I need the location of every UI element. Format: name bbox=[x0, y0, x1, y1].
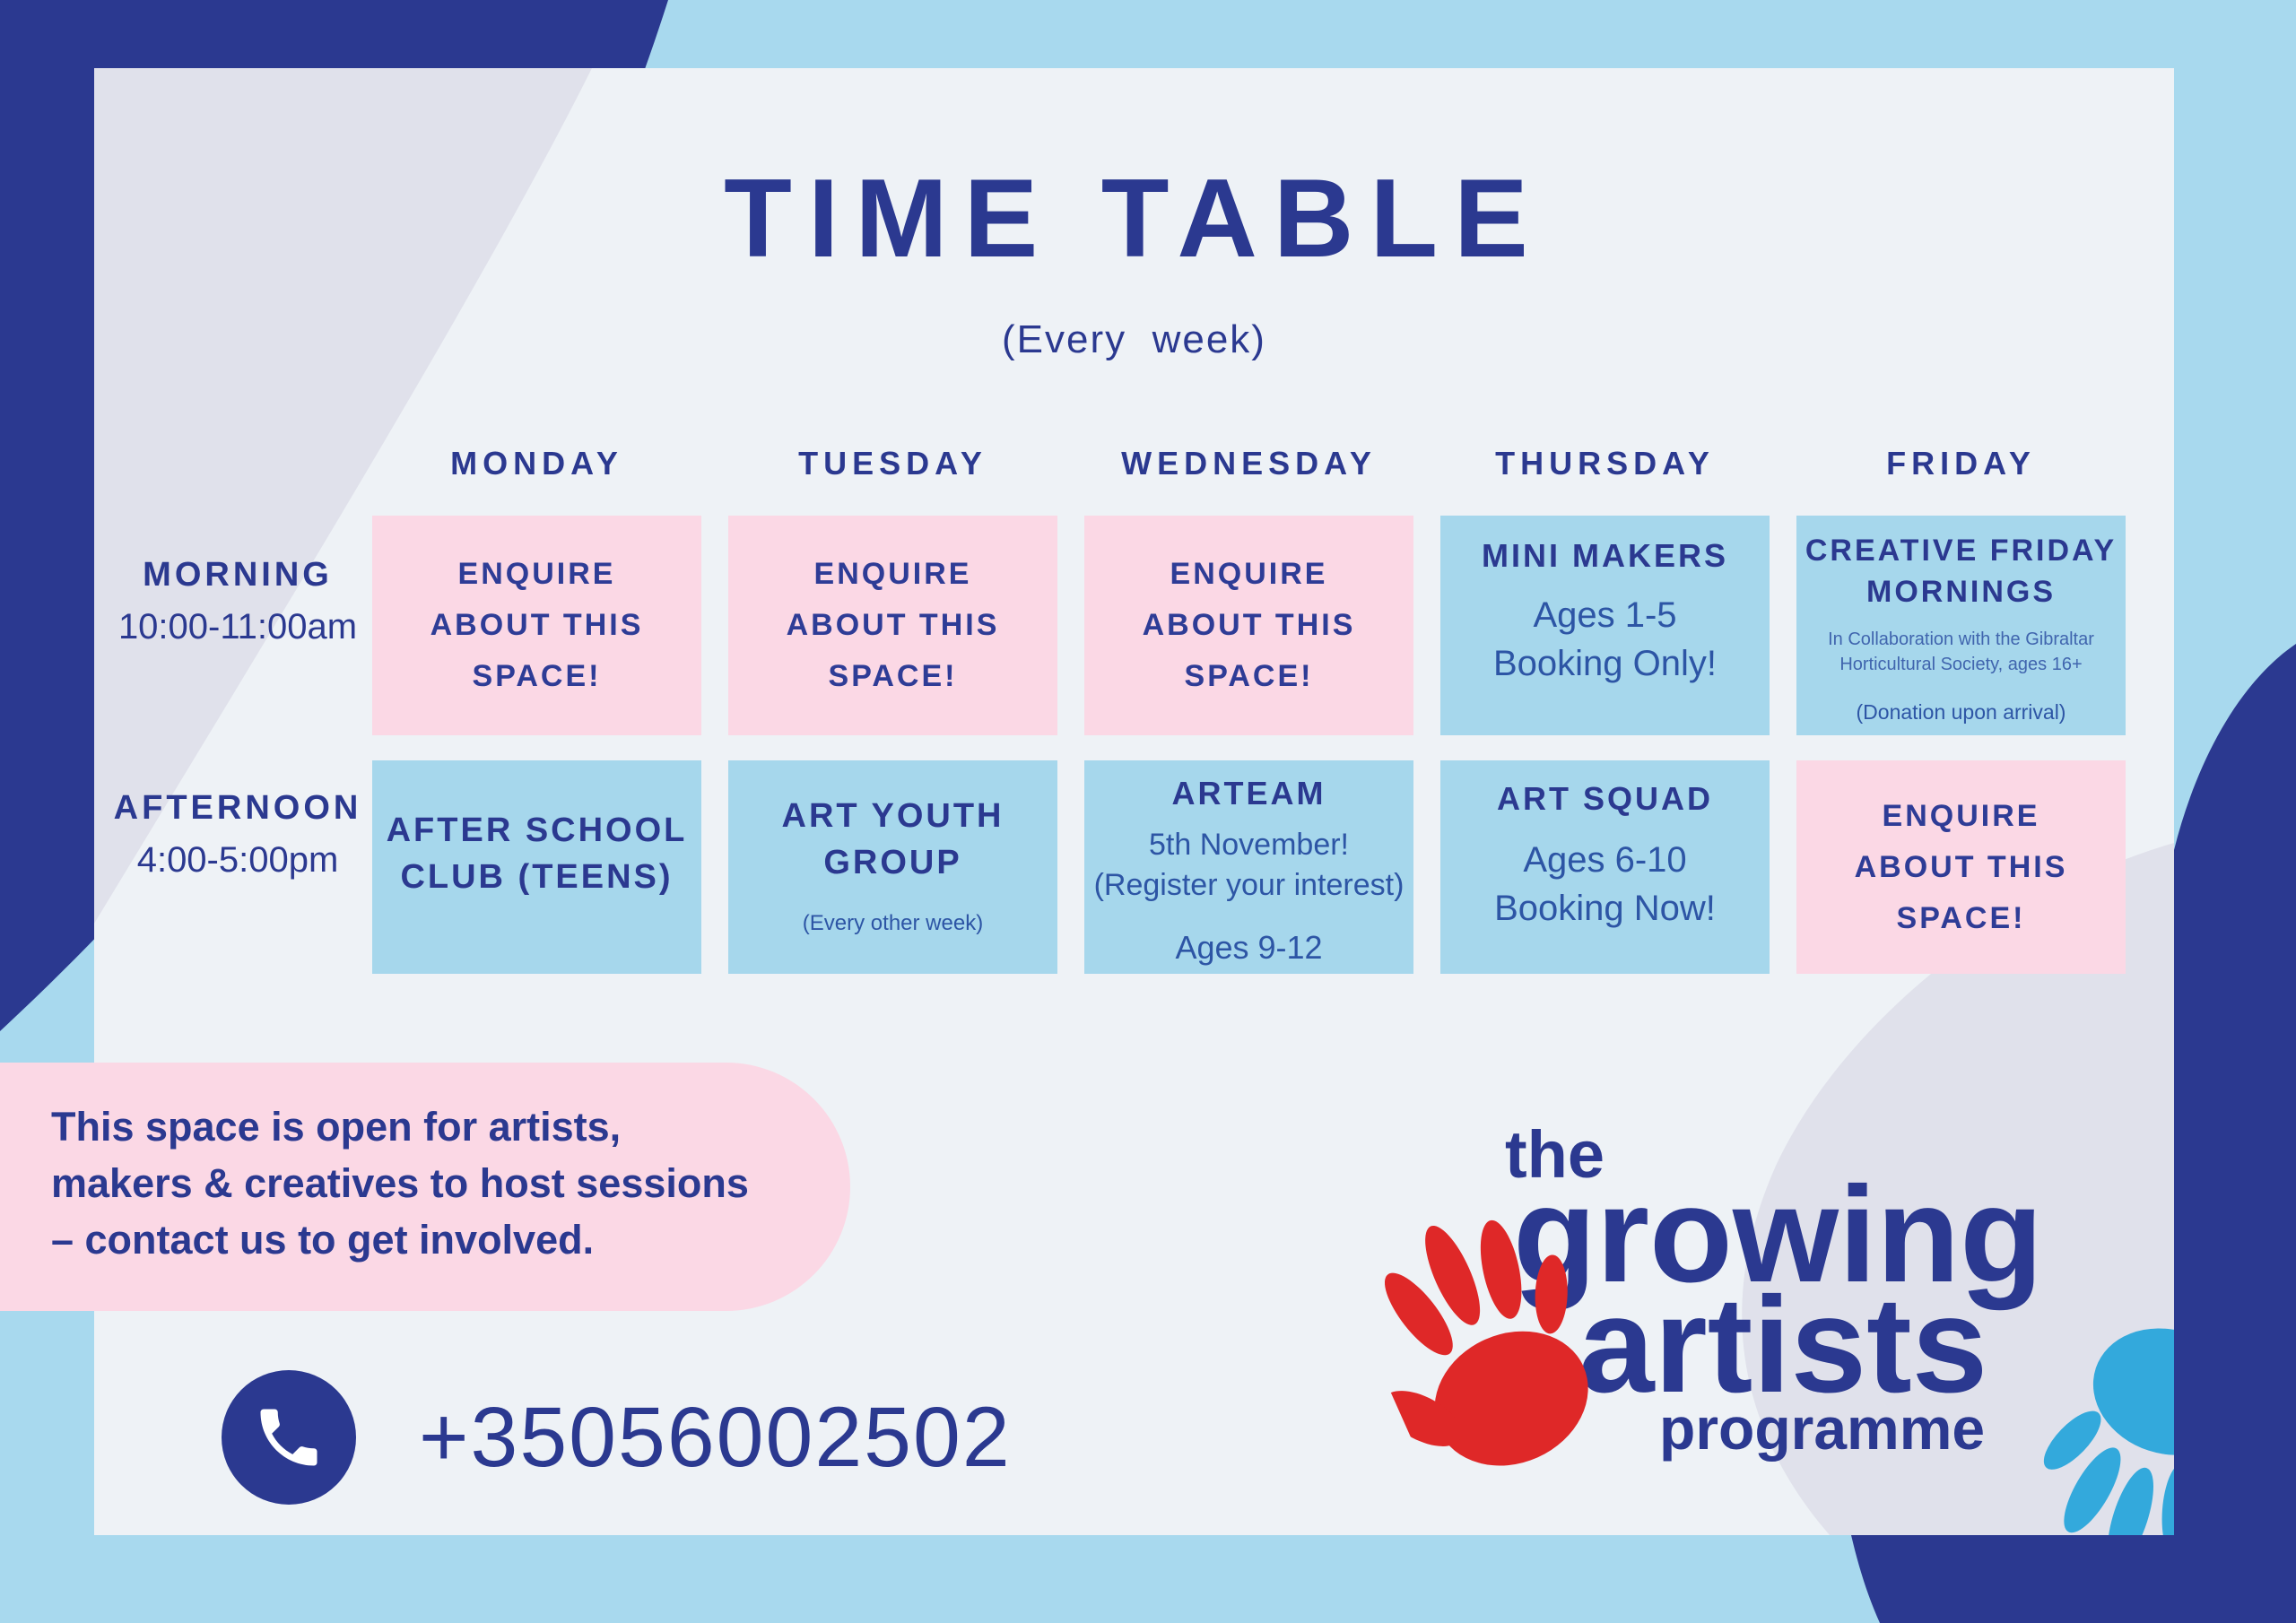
afternoon-time: 4:00-5:00pm bbox=[136, 840, 339, 880]
timetable-card: TIME TABLE (Every week) MONDAY TUESDAY W… bbox=[94, 68, 2174, 1535]
cell-text: Ages 6-10 bbox=[1523, 840, 1687, 880]
cell-text: 5th November! bbox=[1149, 828, 1349, 862]
blue-handprint-icon bbox=[2043, 1328, 2174, 1535]
cell-text: Ages 9-12 bbox=[1175, 929, 1323, 966]
cell-wednesday-morning: ENQUIRE ABOUT THIS SPACE! bbox=[1084, 516, 1413, 735]
cell-text: Booking Only! bbox=[1492, 644, 1718, 683]
cell-tuesday-afternoon: ART YOUTH GROUP (Every other week) bbox=[728, 760, 1057, 974]
cell-title: CLUB (TEENS) bbox=[400, 858, 674, 896]
cell-text: SPACE! bbox=[1184, 659, 1314, 693]
cell-text: Ages 1-5 bbox=[1533, 595, 1677, 635]
morning-label: MORNING bbox=[143, 556, 333, 594]
phone-icon bbox=[260, 1409, 317, 1466]
cell-title: ART YOUTH bbox=[781, 797, 1004, 835]
cell-tuesday-morning: ENQUIRE ABOUT THIS SPACE! bbox=[728, 516, 1057, 735]
cell-note: (Donation upon arrival) bbox=[1856, 700, 2066, 724]
cell-text: ENQUIRE bbox=[1170, 557, 1328, 591]
day-header-friday: FRIDAY bbox=[1886, 445, 2036, 482]
cell-text: SPACE! bbox=[472, 659, 602, 693]
cell-monday-afternoon: AFTER SCHOOL CLUB (TEENS) bbox=[372, 760, 701, 974]
cell-friday-afternoon: ENQUIRE ABOUT THIS SPACE! bbox=[1796, 760, 2126, 974]
cell-text: Booking Now! bbox=[1494, 889, 1716, 928]
card-decor-blobs bbox=[94, 68, 2174, 1535]
cell-text: ABOUT THIS bbox=[430, 608, 644, 642]
cell-title: CREATIVE FRIDAY bbox=[1805, 534, 2118, 568]
page-title: TIME TABLE bbox=[724, 157, 1544, 281]
phone-contact: +35056002502 bbox=[222, 1370, 1012, 1505]
phone-icon-circle bbox=[222, 1370, 356, 1505]
day-header-tuesday: TUESDAY bbox=[798, 445, 987, 482]
page-subtitle: (Every week) bbox=[1002, 317, 1266, 361]
red-handprint-icon bbox=[1382, 1219, 1588, 1466]
day-header-wednesday: WEDNESDAY bbox=[1121, 445, 1377, 482]
cell-text: In Collaboration with the Gibraltar bbox=[1828, 629, 2094, 649]
row-label-morning: MORNING 10:00-11:00am bbox=[103, 556, 372, 647]
cell-friday-morning: CREATIVE FRIDAY MORNINGS In Collaboratio… bbox=[1796, 516, 2126, 735]
lavender-left-blob bbox=[94, 68, 592, 924]
cell-text: ENQUIRE bbox=[457, 557, 616, 591]
phone-number: +35056002502 bbox=[419, 1389, 1012, 1485]
logo-word-growing: growing bbox=[1513, 1159, 2044, 1311]
cell-text: Horticultural Society, ages 16+ bbox=[1839, 655, 2083, 674]
cell-text: ENQUIRE bbox=[813, 557, 972, 591]
cell-text: ABOUT THIS bbox=[786, 608, 1000, 642]
cell-title: ARTEAM bbox=[1171, 775, 1326, 812]
cell-monday-morning: ENQUIRE ABOUT THIS SPACE! bbox=[372, 516, 701, 735]
notice-text: This space is open for artists, makers &… bbox=[51, 1098, 749, 1268]
cell-title: ART SQUAD bbox=[1497, 780, 1713, 817]
cell-text: ABOUT THIS bbox=[1142, 608, 1356, 642]
cell-title: MORNINGS bbox=[1866, 575, 2056, 609]
notice-line: – contact us to get involved. bbox=[51, 1217, 595, 1263]
afternoon-label: AFTERNOON bbox=[113, 789, 362, 827]
notice-line: makers & creatives to host sessions bbox=[51, 1160, 749, 1206]
cell-wednesday-afternoon: ARTEAM 5th November! (Register your inte… bbox=[1084, 760, 1413, 974]
notice-blob: This space is open for artists, makers &… bbox=[0, 1063, 850, 1311]
morning-time: 10:00-11:00am bbox=[117, 607, 358, 647]
cell-title: GROUP bbox=[823, 844, 962, 881]
cell-thursday-morning: MINI MAKERS Ages 1-5 Booking Only! bbox=[1440, 516, 1770, 735]
cell-text: (Register your interest) bbox=[1093, 868, 1405, 902]
notice-line: This space is open for artists, bbox=[51, 1104, 622, 1150]
day-header-thursday: THURSDAY bbox=[1495, 445, 1715, 482]
cell-text: SPACE! bbox=[828, 659, 958, 693]
cell-text: ENQUIRE bbox=[1882, 798, 2040, 833]
cell-text: ABOUT THIS bbox=[1854, 849, 2068, 884]
row-label-afternoon: AFTERNOON 4:00-5:00pm bbox=[103, 789, 372, 881]
cell-thursday-afternoon: ART SQUAD Ages 6-10 Booking Now! bbox=[1440, 760, 1770, 974]
logo-word-artists: artists bbox=[1578, 1269, 1988, 1421]
cell-text: SPACE! bbox=[1896, 900, 2026, 935]
cell-title: MINI MAKERS bbox=[1482, 537, 1728, 574]
cell-note: (Every other week) bbox=[802, 911, 984, 935]
navy-bottomright-blob bbox=[1851, 644, 2296, 1623]
day-header-monday: MONDAY bbox=[450, 445, 623, 482]
cell-title: AFTER SCHOOL bbox=[386, 812, 688, 849]
logo-word-programme: programme bbox=[1659, 1395, 1986, 1462]
lavender-right-blob bbox=[1742, 843, 2174, 1535]
logo-word-the: the bbox=[1505, 1117, 1605, 1192]
